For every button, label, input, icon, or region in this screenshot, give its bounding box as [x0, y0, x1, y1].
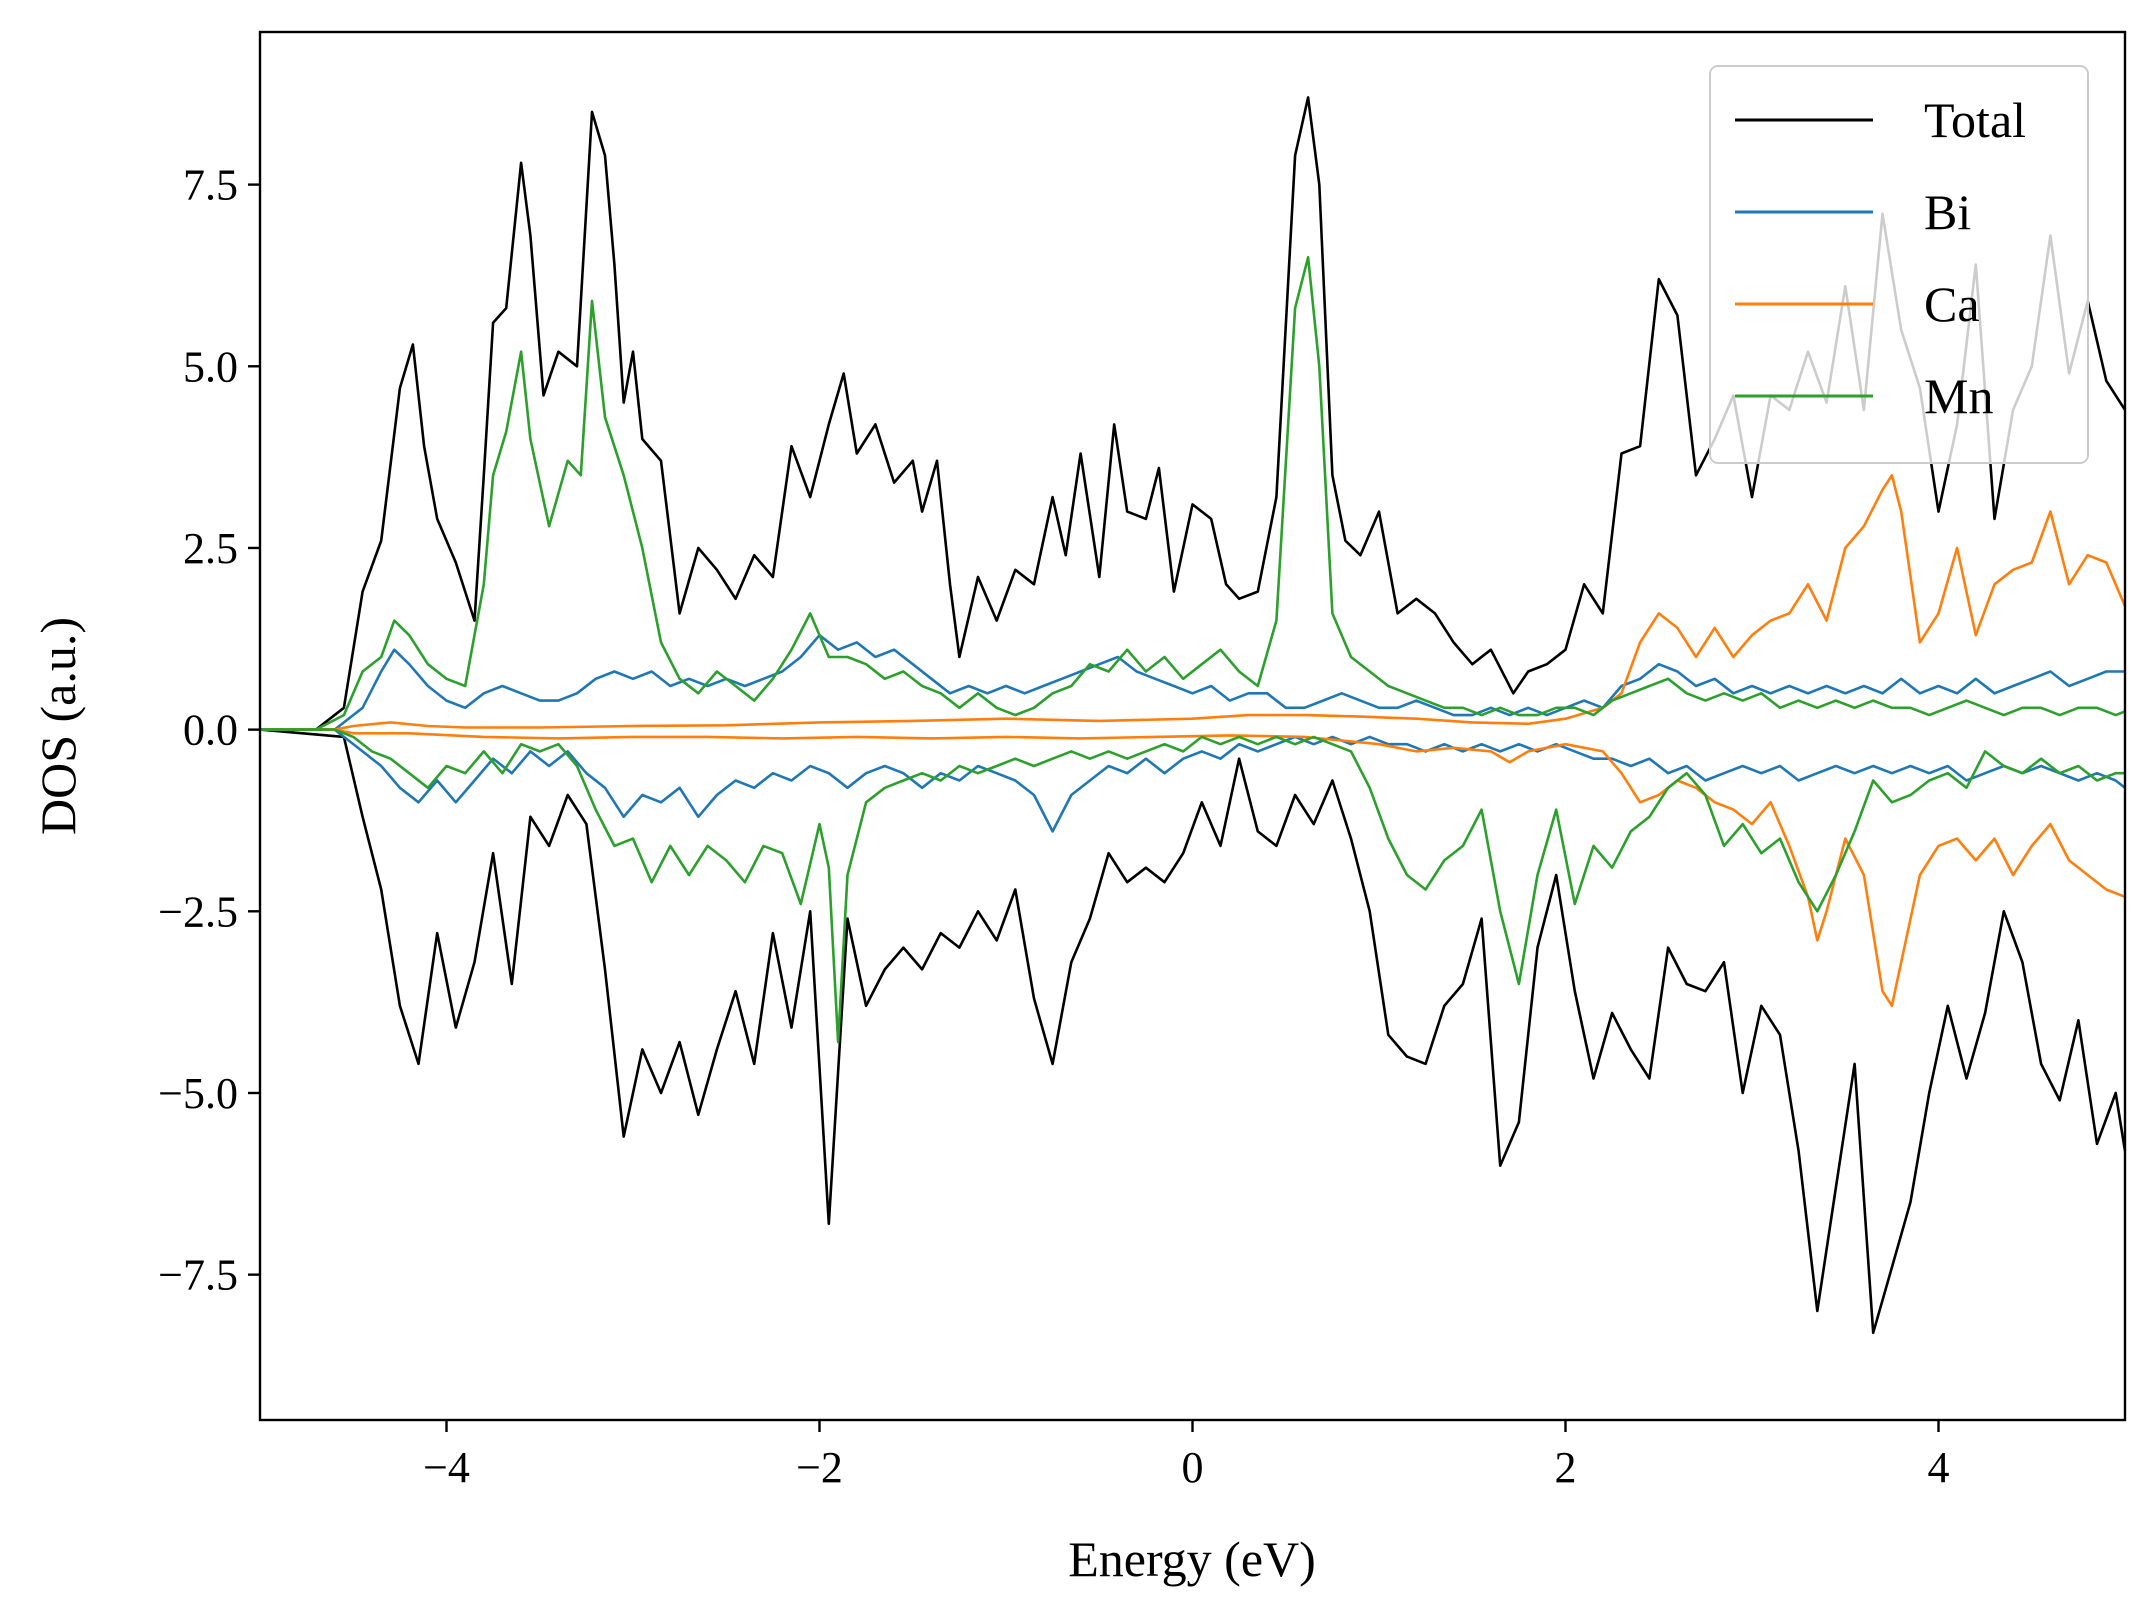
- y-tick-label: −5.0: [158, 1069, 238, 1118]
- legend-label-bi: Bi: [1924, 184, 1971, 240]
- legend: Total Bi Ca Mn: [1709, 65, 2089, 464]
- x-tick-label: 2: [1555, 1443, 1577, 1492]
- y-tick-label: −2.5: [158, 887, 238, 936]
- y-axis: −7.5 −5.0 −2.5 0.0 2.5 5.0 7.5: [158, 161, 260, 1300]
- legend-label-total: Total: [1924, 92, 2026, 148]
- x-axis: −4 −2 0 2 4: [423, 1420, 1950, 1492]
- series-total-down-line: [259, 728, 2127, 1335]
- y-tick-label: 5.0: [183, 342, 238, 391]
- series-ca-up-line: [260, 474, 2127, 731]
- y-tick-label: −7.5: [158, 1251, 238, 1300]
- series-layer: [259, 96, 2127, 1335]
- y-axis-title: DOS (a.u.): [30, 617, 86, 835]
- x-axis-title: Energy (eV): [1068, 1531, 1316, 1587]
- legend-box: [1709, 65, 2089, 464]
- series-mn-down-line: [260, 728, 2125, 1044]
- series-ca-down-line: [260, 728, 2126, 1008]
- y-tick-label: 0.0: [183, 706, 238, 755]
- x-tick-label: −2: [796, 1443, 843, 1492]
- series-bi-up-line: [260, 633, 2125, 731]
- y-tick-label: 2.5: [183, 524, 238, 573]
- x-tick-label: 0: [1182, 1443, 1204, 1492]
- x-tick-label: −4: [423, 1443, 470, 1492]
- y-tick-label: 7.5: [183, 161, 238, 210]
- legend-label-mn: Mn: [1924, 368, 1993, 424]
- x-tick-label: 4: [1928, 1443, 1950, 1492]
- legend-label-ca: Ca: [1924, 276, 1980, 332]
- series-bi-down-line: [260, 728, 2126, 833]
- series-mn-up-line: [260, 256, 2126, 731]
